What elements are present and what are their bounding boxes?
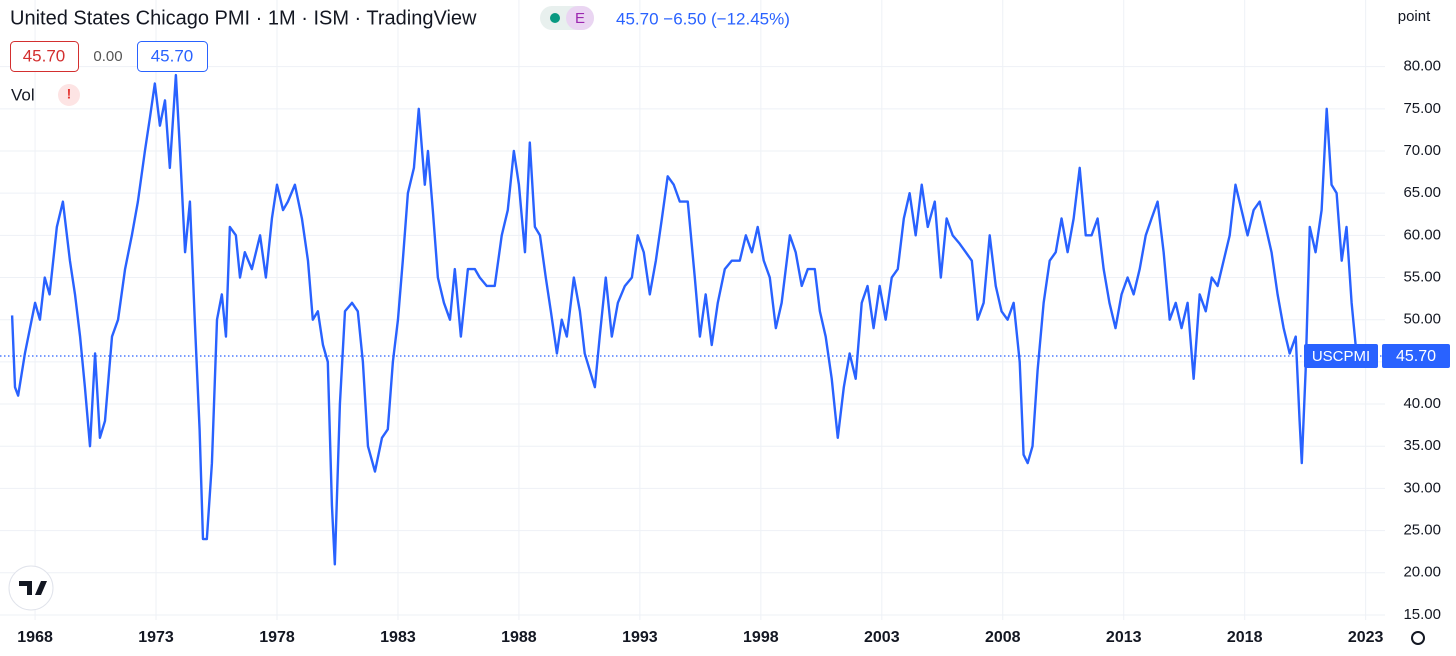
x-tick-label: 1983 (380, 629, 416, 646)
plot (0, 73, 1385, 566)
legend-value: 45.70 (151, 46, 194, 65)
y-tick-label: 65.00 (1403, 184, 1441, 201)
earnings-pill (566, 6, 594, 30)
series-line (10, 73, 1358, 566)
y-tick-label: 60.00 (1403, 226, 1441, 243)
legend-value: 45.70 (23, 46, 66, 65)
y-tick-label: 55.00 (1403, 268, 1441, 285)
price-tag (1382, 343, 1450, 368)
x-tick-label: 1978 (259, 629, 295, 646)
y-tick-label: 75.00 (1403, 100, 1441, 117)
market-dot (550, 13, 560, 23)
unit-label: point (1398, 8, 1431, 25)
x-tick-label: 2008 (985, 629, 1021, 646)
vol-label: Vol (11, 85, 35, 104)
y-tick-label: 25.00 (1403, 522, 1441, 539)
y-tick-label: 70.00 (1403, 142, 1441, 159)
x-tick-label: 2003 (864, 629, 900, 646)
symbol-label: USCPMI (1312, 348, 1370, 365)
labels: 15.0020.0025.0030.0035.0040.0045.0050.00… (17, 58, 1450, 646)
x-tick-label: 1973 (138, 629, 174, 646)
alert-icon[interactable] (58, 84, 80, 106)
x-tick-label: 1993 (622, 629, 658, 646)
value-box (10, 41, 79, 72)
symbol-tag (1304, 343, 1378, 368)
y-tick-label: 35.00 (1403, 437, 1441, 454)
logo-glyph (19, 581, 47, 595)
alert-mark: ! (67, 86, 72, 102)
x-tick-label: 2018 (1227, 629, 1263, 646)
value-box (137, 41, 208, 72)
y-tick-label: 15.00 (1403, 606, 1441, 623)
legend-value: 0.00 (93, 48, 122, 65)
x-tick-label: 1968 (17, 629, 53, 646)
y-tick-label: 20.00 (1403, 564, 1441, 581)
x-tick-label: 2013 (1106, 629, 1142, 646)
x-tick-label: 1998 (743, 629, 779, 646)
y-tick-label: 30.00 (1403, 479, 1441, 496)
x-tick-label: 2023 (1348, 629, 1384, 646)
x-tick-label: 1988 (501, 629, 537, 646)
price-label: 45.70 (1396, 348, 1436, 365)
earnings-badge: E (575, 10, 585, 27)
y-tick-label: 80.00 (1403, 58, 1441, 75)
chart-title: United States Chicago PMI · 1M · ISM · T… (10, 7, 477, 29)
y-tick-label: 50.00 (1403, 311, 1441, 328)
settings-icon[interactable] (1411, 631, 1425, 645)
change-text: 45.70 −6.50 (−12.45%) (616, 9, 790, 28)
y-tick-label: 40.00 (1403, 395, 1441, 412)
